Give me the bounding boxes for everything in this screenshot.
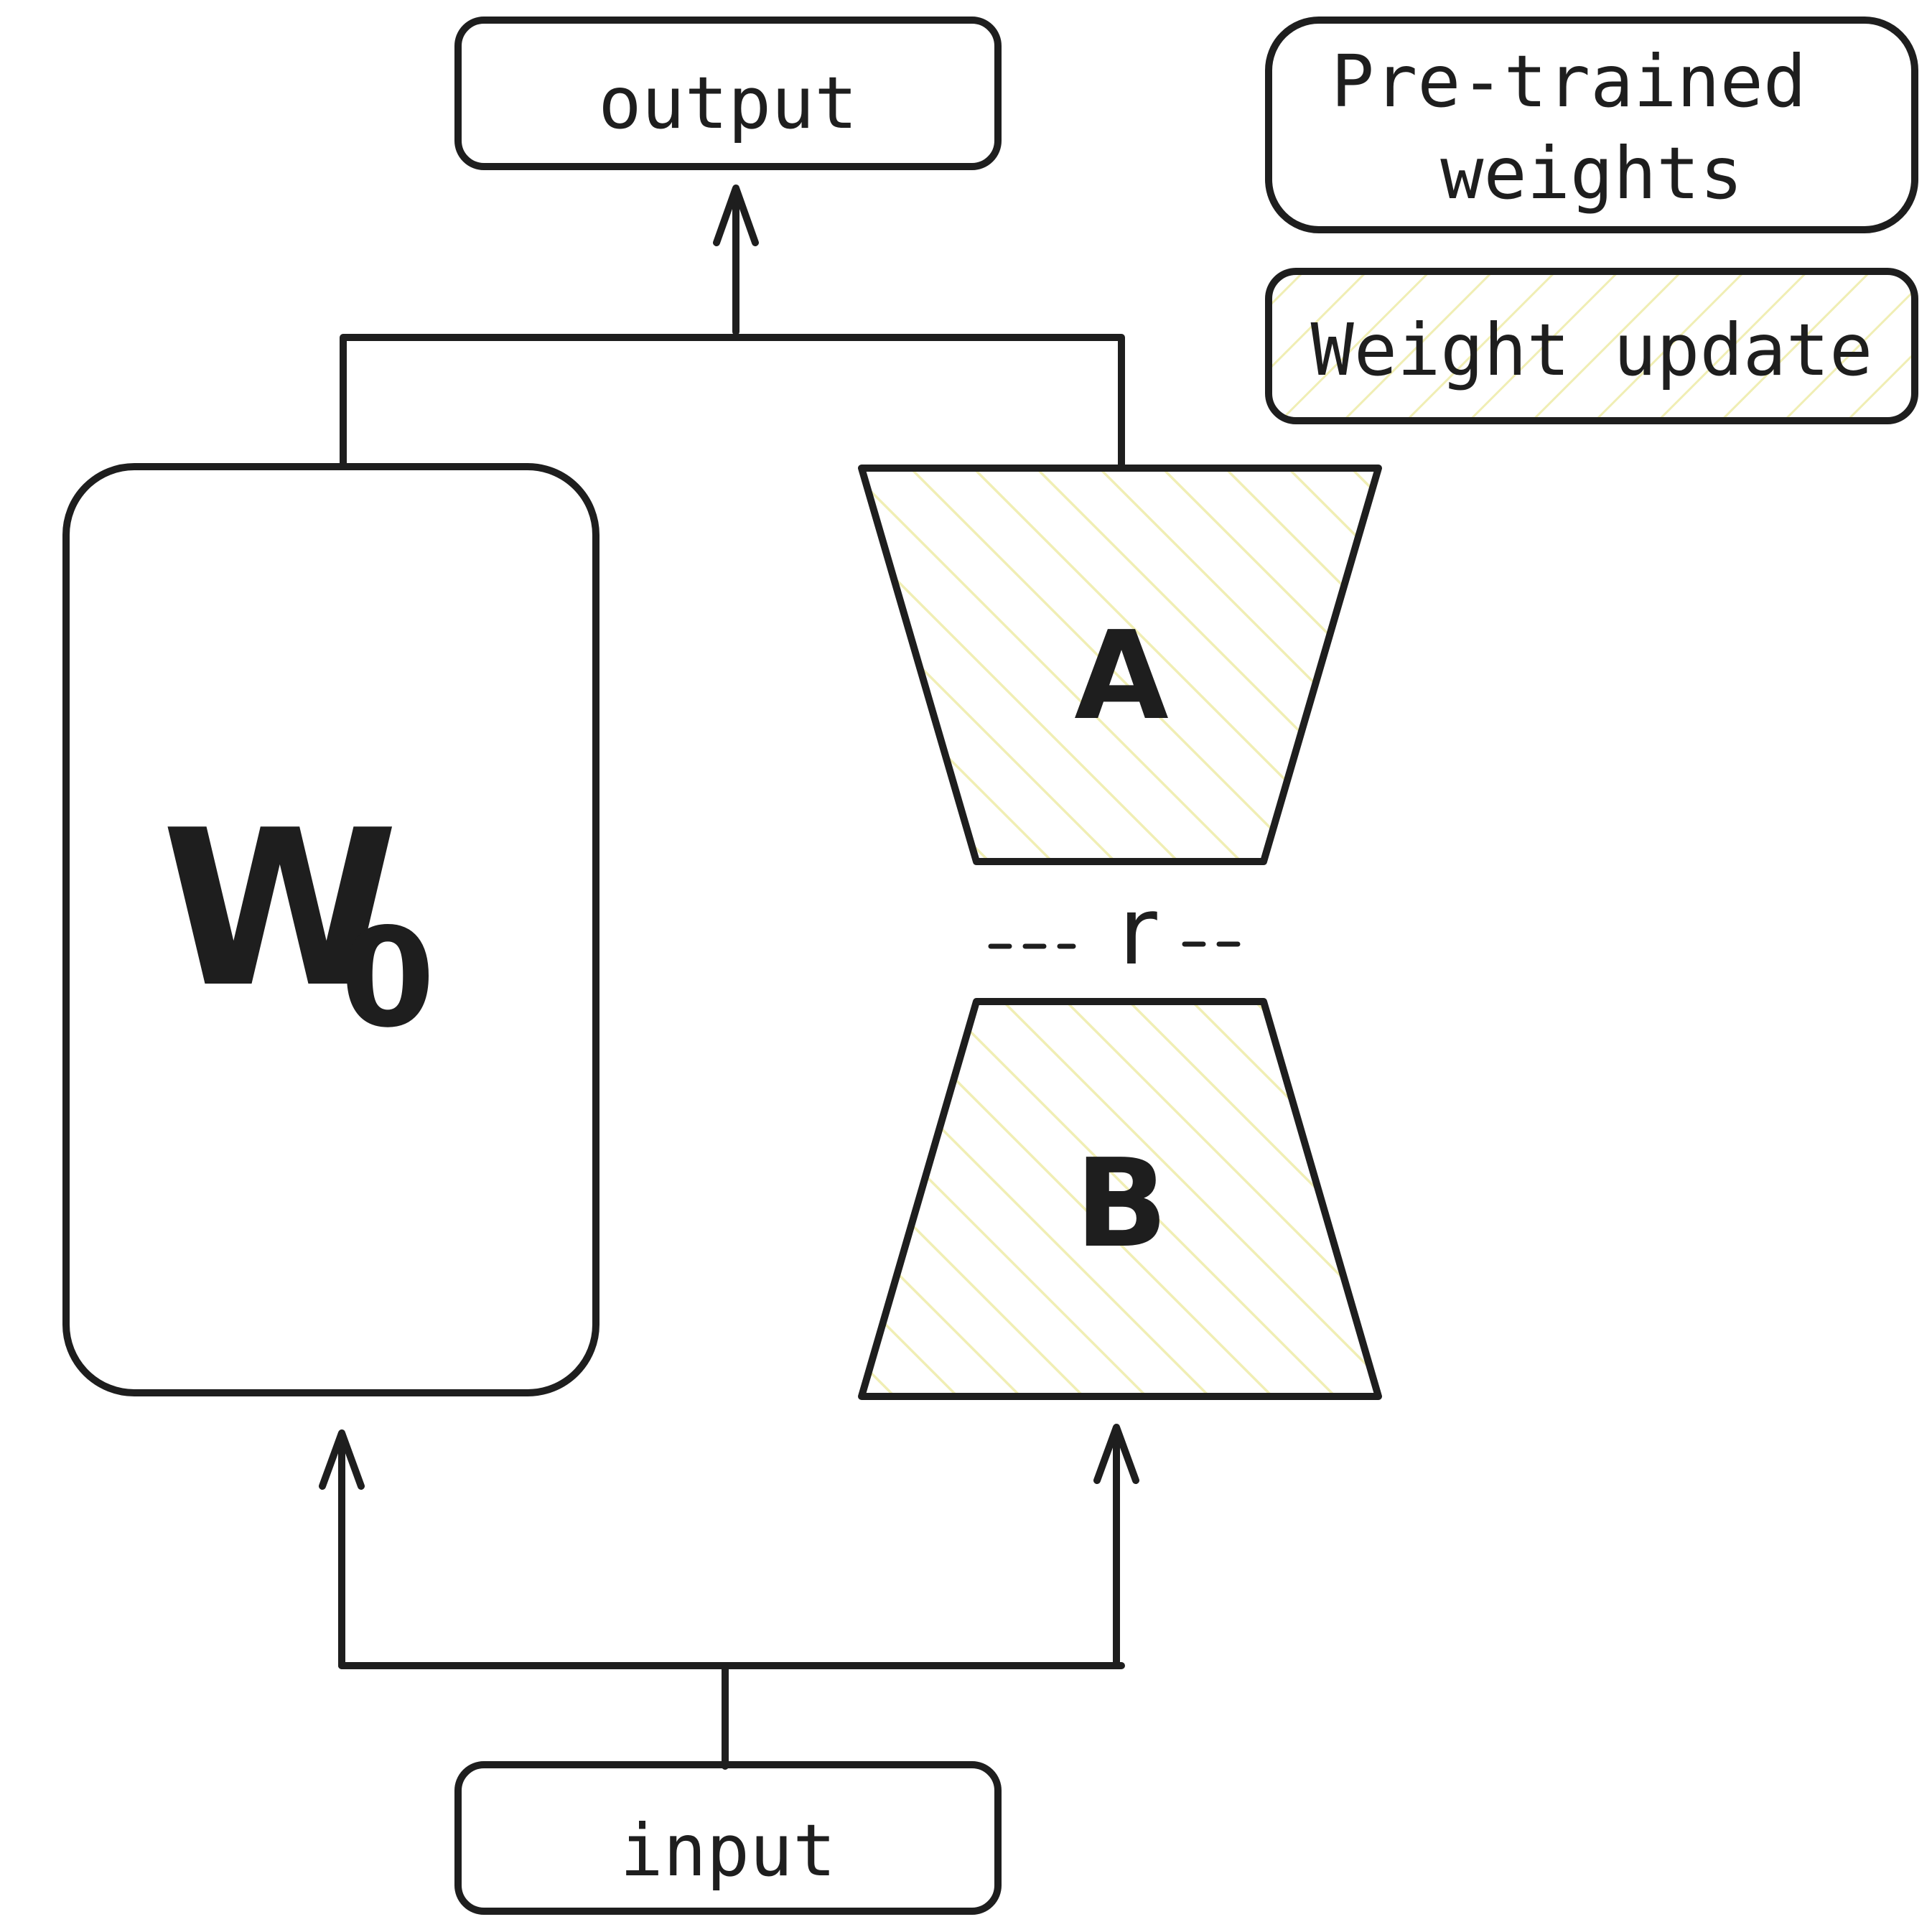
w0-label: W [162,784,399,1035]
legend-weight-update: Weight update [1265,268,1918,424]
w0-matrix: W 0 [62,463,599,1396]
legend-pretrained-line2: weights [1440,131,1742,215]
matrix-a: A [858,465,1382,865]
output-arrow [713,185,759,335]
legend-weight-update-label: Weight update [1311,308,1873,392]
legend-pretrained: Pre-trained weights [1265,17,1918,233]
matrix-a-label: A [1074,605,1169,747]
input-box: input [454,1761,1002,1915]
w0-subscript: 0 [340,899,435,1058]
matrix-b-label: B [1075,1133,1168,1275]
output-label: output [598,61,857,145]
matrix-b: B [858,998,1382,1400]
input-split-connector [338,1662,1125,1770]
output-merge-connector [340,334,1125,470]
rank-label: r [1119,877,1157,986]
legend-pretrained-line1: Pre-trained [1331,39,1806,123]
rank-indicator: r [988,877,1249,986]
input-label: input [620,1809,836,1893]
w0-input-arrow [319,1429,365,1669]
b-input-arrow [1093,1424,1139,1669]
output-box: output [454,17,1002,170]
